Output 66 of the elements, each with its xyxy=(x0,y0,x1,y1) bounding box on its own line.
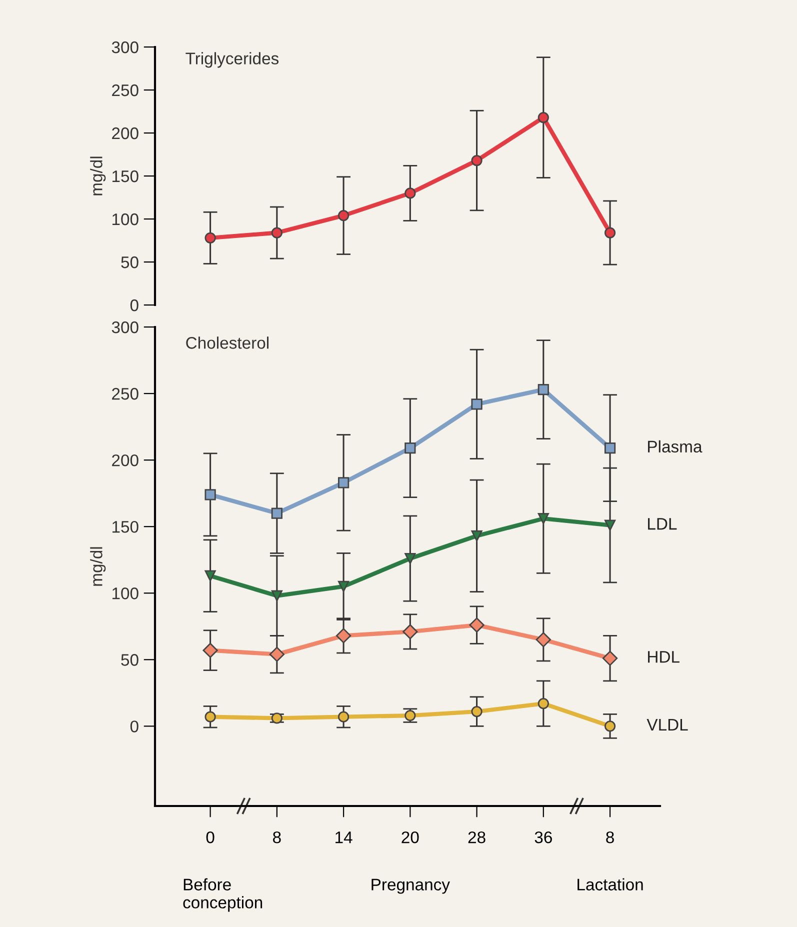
point xyxy=(471,530,482,542)
y-tick-label: 100 xyxy=(112,588,138,600)
point xyxy=(338,580,350,592)
point xyxy=(469,617,484,633)
y-axis-title: mg/dl xyxy=(90,156,106,196)
point xyxy=(271,590,282,602)
point xyxy=(471,398,482,410)
point xyxy=(471,154,482,166)
x-tick-label: 28 xyxy=(468,831,486,844)
x-tick-label: 0 xyxy=(206,831,214,844)
series-label: VLDL xyxy=(646,719,688,730)
point xyxy=(538,513,549,524)
x-tick-label: 14 xyxy=(336,832,352,844)
point xyxy=(204,570,216,582)
point xyxy=(602,650,618,666)
point xyxy=(202,642,218,658)
y-tick-label: 300 xyxy=(112,321,138,334)
y-tick-label: 0 xyxy=(130,299,138,312)
point xyxy=(269,646,284,662)
y-tick-label: 150 xyxy=(112,520,138,533)
point xyxy=(336,628,352,644)
y-tick-label: 50 xyxy=(121,256,138,268)
series-label: HDL xyxy=(648,651,680,663)
point xyxy=(204,489,216,500)
point xyxy=(404,188,416,199)
chart-title: Triglycerides xyxy=(186,52,279,68)
point xyxy=(404,442,416,454)
point xyxy=(471,706,482,718)
point xyxy=(271,227,282,238)
y-tick-label: 200 xyxy=(112,454,138,466)
point xyxy=(604,520,616,531)
x-tick-label: 8 xyxy=(606,831,614,844)
y-tick-label: 150 xyxy=(112,170,138,182)
y-tick-label: 50 xyxy=(121,654,138,666)
y-tick-label: 250 xyxy=(112,84,138,96)
point xyxy=(402,624,418,640)
point xyxy=(271,712,282,724)
text: Pregnancy xyxy=(372,878,450,894)
point xyxy=(538,698,549,710)
y-tick-label: 100 xyxy=(112,213,138,226)
series-label: LDL xyxy=(648,518,677,530)
point xyxy=(204,232,216,244)
point xyxy=(604,227,616,238)
x-tick-label: 8 xyxy=(273,831,281,844)
x-tick-label: 36 xyxy=(534,831,552,844)
y-axis-title: mg/dl xyxy=(90,547,106,586)
point xyxy=(338,477,350,488)
point xyxy=(604,720,616,732)
text: Before conception xyxy=(183,878,262,912)
point xyxy=(204,711,216,722)
point xyxy=(271,508,282,519)
chart-title: Cholesterol xyxy=(186,336,268,349)
y-tick-label: 300 xyxy=(112,41,138,54)
y-tick-label: 200 xyxy=(112,127,138,140)
point xyxy=(536,632,551,648)
point xyxy=(538,384,549,396)
x-tick-label: 20 xyxy=(402,831,419,844)
y-tick-label: 250 xyxy=(112,388,138,400)
point xyxy=(538,112,549,124)
y-tick-label: 0 xyxy=(130,720,138,732)
point xyxy=(338,711,350,722)
text: Lactation xyxy=(578,878,643,890)
series-label: Plasma xyxy=(648,440,702,453)
point xyxy=(404,552,416,564)
point xyxy=(604,442,616,454)
point xyxy=(338,210,350,222)
